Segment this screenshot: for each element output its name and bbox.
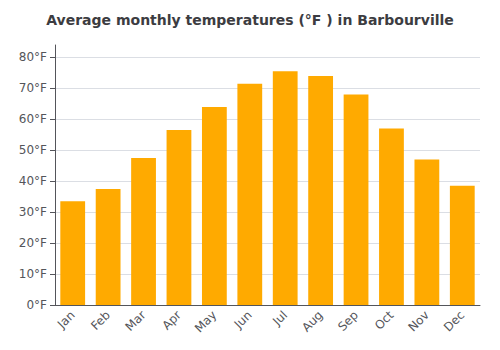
svg-text:Nov: Nov [405, 308, 431, 334]
svg-text:40°F: 40°F [19, 174, 47, 188]
svg-text:Apr: Apr [159, 308, 184, 333]
svg-text:Aug: Aug [299, 308, 325, 334]
svg-text:Feb: Feb [88, 308, 113, 333]
svg-text:70°F: 70°F [19, 81, 47, 95]
svg-text:Sep: Sep [335, 308, 361, 334]
svg-text:Mar: Mar [123, 308, 149, 334]
svg-text:30°F: 30°F [19, 205, 47, 219]
svg-text:May: May [192, 308, 219, 335]
svg-text:Dec: Dec [441, 308, 467, 334]
svg-text:50°F: 50°F [19, 143, 47, 157]
svg-text:0°F: 0°F [26, 298, 47, 312]
svg-text:Jun: Jun [231, 308, 255, 332]
svg-text:Jul: Jul [269, 308, 290, 329]
svg-text:Oct: Oct [372, 308, 397, 333]
svg-text:Jan: Jan [54, 308, 78, 332]
svg-text:60°F: 60°F [19, 112, 47, 126]
svg-text:80°F: 80°F [19, 50, 47, 64]
svg-text:Average monthly temperatures (: Average monthly temperatures (°F ) in Ba… [46, 12, 454, 28]
svg-text:20°F: 20°F [19, 236, 47, 250]
svg-text:10°F: 10°F [19, 267, 47, 281]
